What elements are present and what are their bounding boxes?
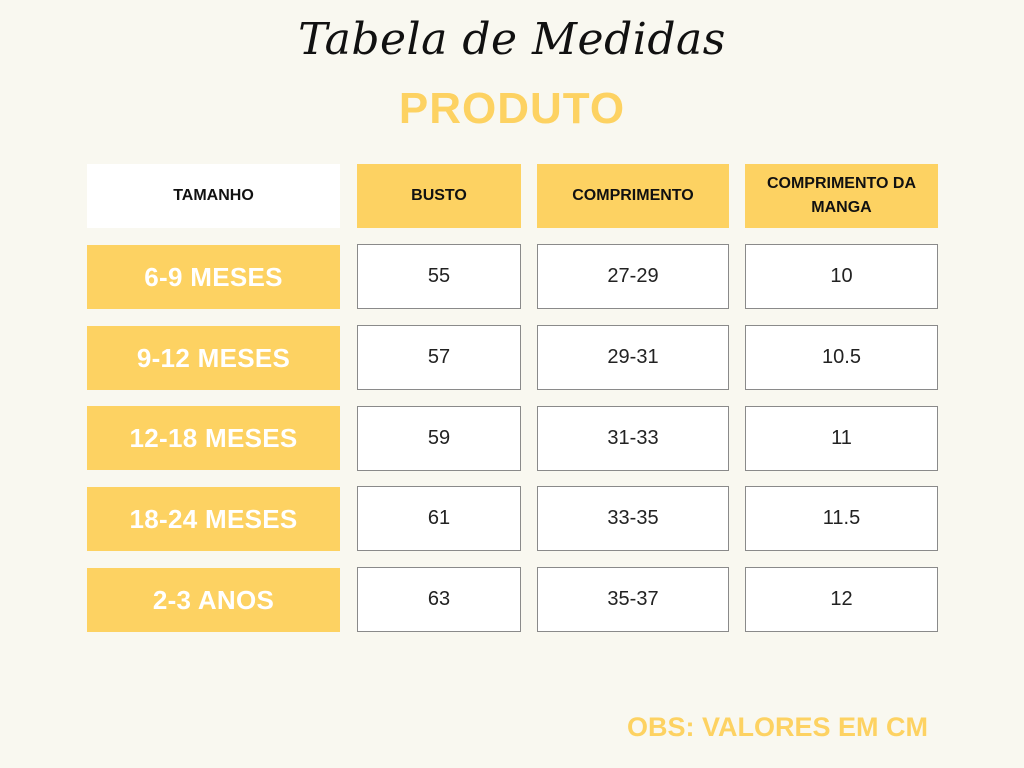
size-label: 12-18 MESES bbox=[87, 406, 340, 470]
size-label: 2-3 ANOS bbox=[87, 568, 340, 632]
busto-value: 59 bbox=[357, 406, 521, 471]
comprimento-value: 27-29 bbox=[537, 244, 729, 309]
busto-value: 55 bbox=[357, 244, 521, 309]
busto-value: 57 bbox=[357, 325, 521, 390]
header-comprimento: COMPRIMENTO bbox=[537, 164, 729, 228]
manga-value: 12 bbox=[745, 567, 938, 632]
size-label: 6-9 MESES bbox=[87, 245, 340, 309]
units-note: OBS: VALORES EM CM bbox=[627, 712, 929, 742]
busto-value: 61 bbox=[357, 486, 521, 551]
comprimento-value: 35-37 bbox=[537, 567, 729, 632]
comprimento-value: 31-33 bbox=[537, 406, 729, 471]
size-label: 18-24 MESES bbox=[87, 487, 340, 551]
header-comprimento-da-manga: COMPRIMENTO DA MANGA bbox=[745, 164, 938, 228]
header-tamanho: TAMANHO bbox=[87, 164, 340, 228]
manga-value: 11.5 bbox=[745, 486, 938, 551]
page-title: Tabela de Medidas bbox=[298, 14, 726, 65]
header-busto: BUSTO bbox=[357, 164, 521, 228]
manga-value: 11 bbox=[745, 406, 938, 471]
manga-value: 10.5 bbox=[745, 325, 938, 390]
manga-value: 10 bbox=[745, 244, 938, 309]
comprimento-value: 29-31 bbox=[537, 325, 729, 390]
busto-value: 63 bbox=[357, 567, 521, 632]
size-label: 9-12 MESES bbox=[87, 326, 340, 390]
comprimento-value: 33-35 bbox=[537, 486, 729, 551]
page-subtitle: PRODUTO bbox=[398, 84, 626, 133]
